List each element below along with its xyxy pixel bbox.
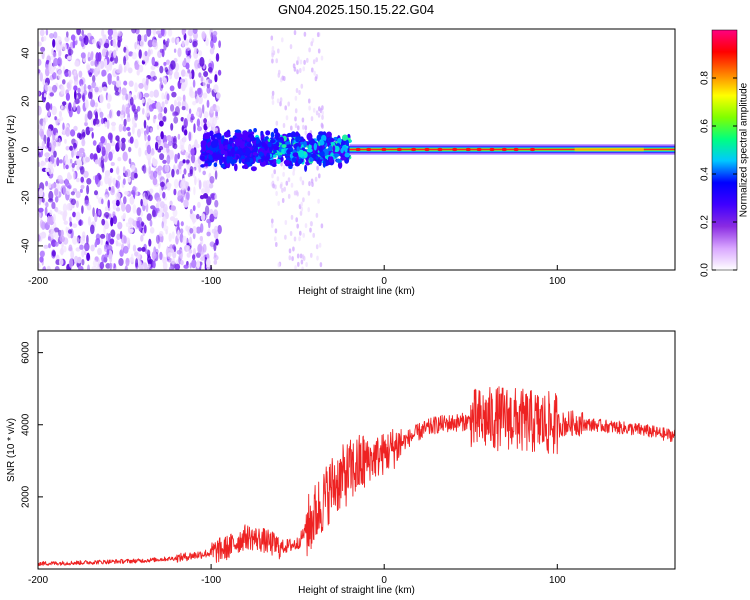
- x-tick-label: 0: [381, 575, 387, 586]
- carrier-peak: [396, 147, 402, 152]
- snr-plot: -200 -100 0 100 2000 4000 6000 Height of straig…: [6, 330, 676, 596]
- x-tick-label: -200: [28, 276, 48, 287]
- x-tick-label: 0: [381, 276, 387, 287]
- colorbar-tick-label: 0.2: [700, 215, 711, 229]
- colorbar-gradient: [711, 29, 738, 271]
- y-axis-label: SNR (10 * v/v): [6, 418, 17, 482]
- x-tick-label: 100: [549, 575, 566, 586]
- y-tick-label: -40: [21, 238, 32, 253]
- carrier-peak: [476, 147, 482, 152]
- carrier-peak: [366, 147, 372, 152]
- snr-series-line: [38, 386, 675, 567]
- carrier-peak: [381, 147, 387, 152]
- y-tick-label: 40: [21, 47, 32, 59]
- x-tick-label: -100: [201, 575, 221, 586]
- carrier-peak: [530, 147, 535, 152]
- x-tick-label: -100: [201, 276, 221, 287]
- chart-title: GN04.2025.150.15.22.G04: [277, 2, 435, 17]
- carrier-band-6: [349, 148, 675, 150]
- x-tick-label: 100: [549, 276, 566, 287]
- carrier-peak: [489, 147, 495, 152]
- colorbar: 0.0 0.2 0.4 0.6 0.8 Normalized spectral ampli…: [700, 29, 750, 277]
- x-axis-label: Height of straight line (km): [298, 286, 415, 297]
- y-tick-label: 6000: [21, 341, 32, 364]
- carrier-peak: [437, 147, 443, 152]
- carrier-peak: [355, 147, 361, 152]
- colorbar-tick-label: 0.4: [700, 167, 711, 181]
- y-axis-label: Frequency (Hz): [6, 115, 17, 184]
- spectrogram-cells: [38, 29, 675, 270]
- snr-series-group: [38, 386, 675, 567]
- carrier-peak: [424, 147, 430, 152]
- carrier-highlight: [574, 147, 644, 152]
- carrier-peak: [513, 147, 519, 152]
- carrier-peak: [452, 147, 458, 152]
- y-tick-label: -20: [21, 190, 32, 205]
- carrier-peak: [501, 147, 507, 152]
- carrier-peak: [411, 147, 416, 152]
- y-tick-label: 2000: [21, 485, 32, 508]
- colorbar-label: Normalized spectral amplitude: [739, 82, 750, 217]
- plot-frame: [37, 330, 676, 570]
- y-tick-label: 20: [21, 95, 32, 107]
- colorbar-tick-label: 0.6: [700, 119, 711, 133]
- x-tick-label: -200: [28, 575, 48, 586]
- x-axis-label: Height of straight line (km): [298, 585, 415, 596]
- y-tick-label: 4000: [21, 413, 32, 436]
- carrier-peak: [465, 147, 471, 152]
- colorbar-tick-label: 0.8: [700, 71, 711, 85]
- colorbar-tick-label: 0.0: [700, 263, 711, 277]
- y-tick-label: 0: [21, 146, 32, 152]
